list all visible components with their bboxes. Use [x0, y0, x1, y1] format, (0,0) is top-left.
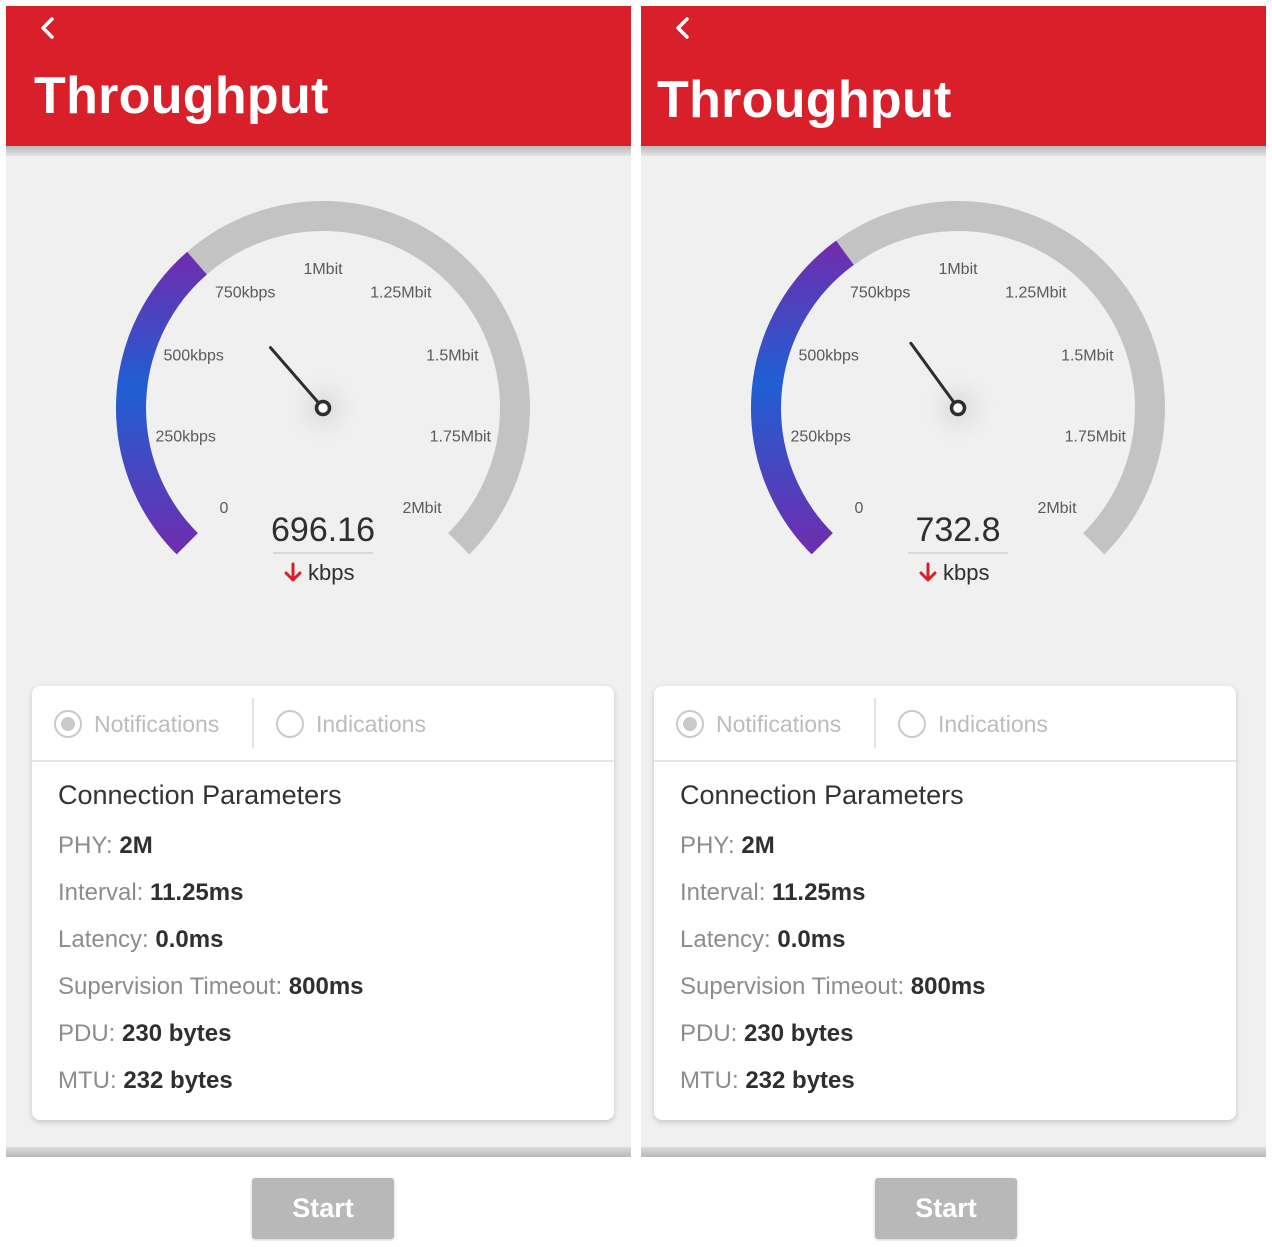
indications-label: Indications: [316, 710, 426, 737]
mode-divider: [874, 698, 876, 748]
gauge-fill: [751, 240, 854, 555]
needle-hub: [314, 399, 332, 417]
throughput-unit: kbps: [308, 560, 354, 585]
param-phy: PHY: 2M: [680, 832, 775, 859]
indications-radio[interactable]: Indications: [276, 708, 426, 740]
radio-unchecked-icon: [276, 710, 304, 738]
arrow-down-icon: [284, 562, 302, 582]
throughput-screen-left: Throughput 0 250kbps 500kbps 750kbps 1Mbit 1.…: [6, 6, 631, 1241]
gauge-tick-label: 1.5Mbit: [426, 347, 479, 364]
throughput-value: 732.8: [915, 511, 1000, 549]
notifications-radio[interactable]: Notifications: [676, 708, 841, 740]
app-bar-shadow: [6, 146, 631, 156]
radio-checked-icon: [54, 710, 82, 738]
param-interval: Interval: 11.25ms: [58, 879, 244, 906]
connection-parameters-title: Connection Parameters: [680, 780, 964, 810]
param-pdu: PDU: 230 bytes: [680, 1020, 854, 1047]
bottom-bar-shadow: [6, 1147, 631, 1157]
gauge-tick-label: 1Mbit: [938, 261, 978, 278]
transfer-mode-selector: Notifications Indications: [654, 686, 1236, 762]
param-interval: Interval: 11.25ms: [680, 879, 866, 906]
gauge-tick-label: 1.25Mbit: [370, 285, 432, 302]
gauge-tick-label: 250kbps: [790, 428, 851, 445]
speed-gauge: 0 250kbps 500kbps 750kbps 1Mbit 1.25Mbit 1.5Mb…: [751, 201, 1165, 585]
gauge-needle: [909, 341, 960, 410]
gauge-tick-label: 1Mbit: [303, 261, 343, 278]
radio-unchecked-icon: [898, 710, 926, 738]
param-latency: Latency: 0.0ms: [58, 926, 224, 953]
notifications-radio[interactable]: Notifications: [54, 708, 219, 740]
gauge-tick-label: 750kbps: [850, 285, 911, 302]
app-bar: Throughput: [641, 6, 1266, 146]
gauge-tick-label: 2Mbit: [402, 500, 442, 517]
gauge-tick-label: 1.75Mbit: [430, 428, 492, 445]
gauge-tick-label: 0: [855, 500, 864, 517]
gauge-tick-label: 1.5Mbit: [1061, 347, 1114, 364]
gauge-fill: [116, 251, 207, 555]
chevron-left-icon[interactable]: [669, 12, 697, 44]
page-title: Throughput: [657, 71, 952, 129]
param-phy: PHY: 2M: [58, 832, 153, 859]
bottom-bar-shadow: [641, 1147, 1266, 1157]
gauge-tick-label: 750kbps: [215, 285, 276, 302]
param-mtu: MTU: 232 bytes: [680, 1067, 855, 1094]
param-latency: Latency: 0.0ms: [680, 926, 846, 953]
needle-hub: [949, 399, 967, 417]
connection-card: Notifications Indications Connection Par…: [32, 686, 614, 1120]
gauge-tick-label: 500kbps: [163, 347, 224, 364]
notifications-label: Notifications: [94, 710, 220, 737]
param-mtu: MTU: 232 bytes: [58, 1067, 233, 1094]
radio-checked-icon: [676, 710, 704, 738]
page-title: Throughput: [34, 67, 329, 125]
gauge-tick-label: 2Mbit: [1037, 500, 1077, 517]
indications-radio[interactable]: Indications: [898, 708, 1048, 740]
start-button[interactable]: Start: [252, 1178, 394, 1239]
speed-gauge: 0 250kbps 500kbps 750kbps 1Mbit 1.25Mbit 1.5Mb…: [116, 201, 530, 585]
gauge-tick-label: 500kbps: [798, 347, 859, 364]
app-bar-shadow: [641, 146, 1266, 156]
throughput-unit: kbps: [943, 560, 989, 585]
throughput-screen-right: Throughput 0 250kbps 500kbps 750kbps 1Mbit 1.…: [641, 6, 1266, 1241]
gauge-tick-label: 250kbps: [155, 428, 216, 445]
indications-label: Indications: [938, 710, 1048, 737]
gauge-tick-label: 1.75Mbit: [1065, 428, 1127, 445]
param-supervision-timeout: Supervision Timeout: 800ms: [58, 973, 364, 1000]
arrow-down-icon: [919, 562, 937, 582]
param-pdu: PDU: 230 bytes: [58, 1020, 232, 1047]
app-bar: Throughput: [6, 6, 631, 146]
gauge-tick-label: 1.25Mbit: [1005, 285, 1067, 302]
start-button[interactable]: Start: [875, 1178, 1017, 1239]
connection-card: Notifications Indications Connection Par…: [654, 686, 1236, 1120]
transfer-mode-selector: Notifications Indications: [32, 686, 614, 762]
throughput-value: 696.16: [271, 511, 375, 549]
mode-divider: [252, 698, 254, 748]
gauge-tick-label: 0: [220, 500, 229, 517]
gauge-needle: [269, 346, 325, 410]
notifications-label: Notifications: [716, 710, 842, 737]
param-supervision-timeout: Supervision Timeout: 800ms: [680, 973, 986, 1000]
connection-parameters-title: Connection Parameters: [58, 780, 342, 810]
chevron-left-icon[interactable]: [34, 12, 62, 44]
